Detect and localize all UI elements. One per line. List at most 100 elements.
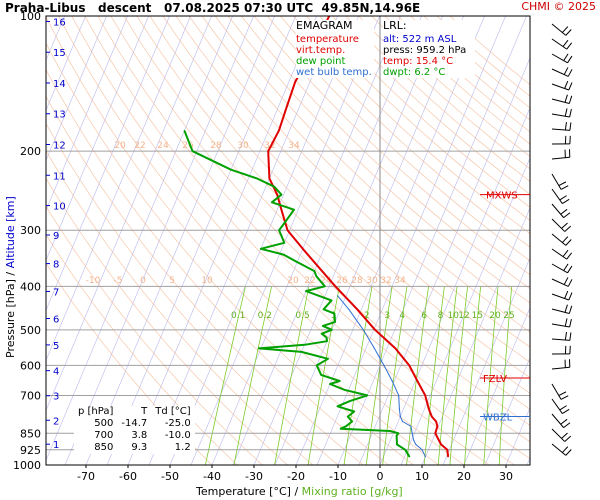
series-point — [285, 107, 288, 109]
altitude-tick-label: 15 — [53, 48, 66, 59]
isotherm-line — [442, 257, 530, 465]
mixing-ratio-label: 2 — [364, 311, 370, 321]
legend-wet-bulb: wet bulb temp. — [296, 67, 372, 78]
series-point — [416, 380, 418, 382]
dry-adiabat-label: 26 — [182, 141, 194, 151]
series-point — [398, 394, 400, 396]
altitude-tick-label: 9 — [53, 231, 59, 242]
pressure-tick-label: 500 — [20, 324, 41, 337]
wind-barb-staff — [551, 83, 570, 91]
wind-barb — [551, 428, 572, 442]
wind-barb — [551, 188, 570, 204]
series-point — [315, 275, 317, 277]
series-point — [434, 432, 436, 434]
wind-barb-feather — [558, 391, 567, 397]
legend-dew-point: dew point — [296, 56, 346, 67]
series-line-wet-bulb-temp- — [337, 295, 426, 458]
wind-barb-staff — [551, 366, 570, 370]
series-point — [258, 347, 260, 349]
isotherm-line — [169, 16, 359, 465]
wind-barb-feather — [568, 292, 573, 301]
altitude-tick-label: 13 — [53, 110, 66, 121]
table-header-t: T — [141, 406, 148, 417]
series-point — [408, 456, 411, 458]
axis-labels: 1002003004005006007008509251000123456789… — [13, 10, 530, 483]
isotherm-line — [148, 16, 338, 465]
wind-barb-feather — [568, 359, 571, 368]
series-point — [410, 425, 412, 427]
wind-barb — [551, 94, 573, 104]
series-point — [356, 308, 358, 310]
series-point — [278, 130, 280, 132]
series-point — [383, 364, 385, 366]
dry-adiabat-label: 30 — [366, 276, 378, 286]
isotherm-line — [127, 16, 317, 465]
wind-barb-staff — [551, 188, 563, 204]
wind-barb-staff — [551, 68, 569, 77]
series-point — [303, 344, 306, 346]
table-cell: 850 — [94, 442, 114, 453]
series-point — [337, 295, 339, 297]
wind-barb-staff — [551, 248, 568, 260]
table-row: 500 -14.7 -25.0 — [74, 418, 195, 430]
wind-barb-feather — [563, 263, 569, 271]
isotherm-line — [379, 107, 530, 465]
series-point — [436, 425, 438, 427]
wind-barb-feather — [559, 405, 567, 411]
legend-virt-temp: virt.temp. — [296, 45, 346, 56]
wind-barb — [551, 263, 573, 274]
pressure-tick-label: 100 — [20, 10, 41, 23]
wind-barb-feather — [565, 449, 572, 456]
altitude-tick-label: 4 — [53, 367, 59, 378]
series-point — [192, 150, 194, 152]
axis-separator: / — [294, 485, 299, 498]
dry-adiabat-line — [254, 16, 530, 276]
wind-barb-staff — [551, 443, 567, 456]
temperature-tick-label: -30 — [245, 470, 263, 483]
wind-barb — [551, 398, 570, 414]
wind-barb-feather — [568, 305, 573, 314]
temperature-tick-label: -50 — [161, 470, 179, 483]
series-point — [396, 443, 398, 446]
series-point — [183, 130, 185, 132]
wind-barb-feather — [560, 185, 569, 190]
temperature-tick-label: 0 — [377, 470, 384, 483]
wind-barb-feather — [564, 149, 566, 158]
series-point — [431, 416, 433, 418]
series-point — [391, 380, 393, 382]
wind-barb — [551, 203, 571, 219]
wind-barb-staff — [551, 218, 566, 232]
wind-barb-staff — [551, 23, 567, 36]
wind-barb-staff — [551, 173, 562, 190]
dry-adiabat-label: 24 — [320, 276, 332, 286]
series-point — [435, 420, 437, 423]
mixing-ratio-label: 12 — [458, 311, 469, 321]
wind-barb-feather — [561, 236, 569, 243]
wind-barb-feather — [566, 42, 573, 50]
table-row: 700 3.8 -10.0 — [74, 430, 195, 442]
temperature-tick-label: -70 — [77, 470, 95, 483]
wind-barb-feather — [563, 212, 571, 219]
series-point — [323, 308, 325, 310]
wind-barb-staff — [551, 338, 570, 341]
dry-adiabat-label: 32 — [380, 276, 391, 286]
series-point — [325, 336, 328, 339]
level-label-fzlv: FZLV — [483, 374, 507, 385]
wind-barb-feather — [567, 279, 573, 287]
dry-adiabat-line — [241, 16, 530, 290]
legend-temperature: temperature — [296, 34, 359, 45]
isotherm-line — [463, 307, 530, 465]
wind-barb-feather — [561, 446, 569, 453]
series-point — [326, 340, 328, 342]
wind-barb-feather — [561, 222, 568, 229]
isotherm-line — [548, 16, 600, 465]
mixing-ratio-label: 6 — [421, 311, 427, 321]
isotherm-line — [295, 16, 485, 465]
dry-adiabat-line — [280, 16, 530, 248]
isotherm-line — [46, 16, 107, 162]
isotherm-line — [106, 16, 296, 465]
wind-barb-feather — [564, 225, 572, 232]
wind-barb-feather — [563, 67, 569, 75]
wind-barb-staff — [551, 428, 566, 442]
series-point — [294, 81, 296, 83]
